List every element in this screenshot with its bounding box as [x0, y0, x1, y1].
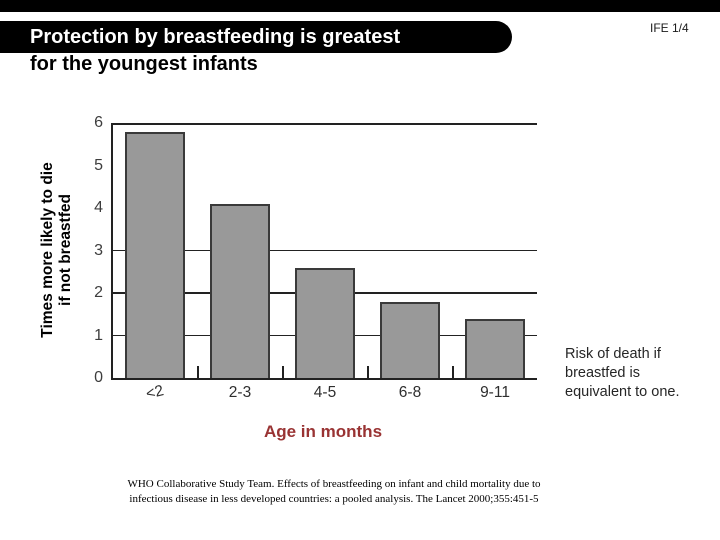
bar-chart-plot: 0 1 2 3 4 5 6 <2 2-3 4-5 6-8 9-11: [94, 114, 537, 403]
y-axis-title-line1: Times more likely to die: [39, 162, 56, 338]
gridline-y3: [113, 249, 537, 251]
bar-<2: [125, 131, 185, 378]
y-axis-title: Times more likely to die if not breastfe…: [39, 140, 75, 360]
bar-2-3: [210, 203, 270, 378]
slide-number: IFE 1/4: [650, 21, 689, 35]
citation-line2: infectious disease in less developed cou…: [129, 493, 539, 505]
x-boundary-tick-1: [281, 366, 284, 378]
y-tick-label-3: 3: [94, 241, 103, 259]
x-tick-label-6-8: 6-8: [398, 384, 422, 401]
bar-9-11: [465, 318, 525, 378]
slide-title-highlight: Protection by breastfeeding is greatest: [0, 21, 512, 53]
y-tick-label-1: 1: [94, 326, 103, 344]
x-boundary-tick-3: [451, 366, 454, 378]
x-tick-label-2-3: 2-3: [228, 384, 252, 401]
y-tick-label-5: 5: [94, 156, 103, 174]
x-tick-label-4-5: 4-5: [313, 384, 337, 401]
bar-4-5: [295, 267, 355, 378]
bar-6-8: [380, 301, 440, 378]
x-tick-label-<2: <2: [144, 382, 166, 403]
x-boundary-tick-2: [366, 366, 369, 378]
slide-title-line2: for the youngest infants: [30, 53, 258, 75]
citation-line1: WHO Collaborative Study Team. Effects of…: [127, 478, 541, 490]
y-tick-label-6: 6: [94, 114, 103, 131]
citation: WHO Collaborative Study Team. Effects of…: [84, 477, 584, 507]
top-border-strip: [0, 0, 720, 12]
x-axis-title: Age in months: [263, 422, 383, 441]
risk-note: Risk of death if breastfed is equivalent…: [565, 346, 680, 400]
x-tick-label-9-11: 9-11: [480, 384, 510, 401]
y-tick-label-0: 0: [94, 369, 103, 386]
y-tick-label-4: 4: [94, 199, 103, 216]
gridline-y6: [113, 123, 537, 125]
y-tick-label-2: 2: [94, 284, 103, 301]
x-boundary-tick-0: [196, 366, 199, 378]
y-axis-title-line2: if not breastfed: [57, 194, 74, 306]
